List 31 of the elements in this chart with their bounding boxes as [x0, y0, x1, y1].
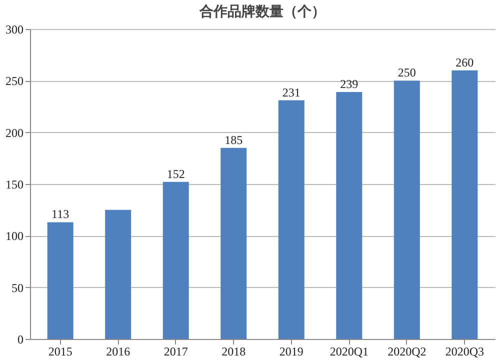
- bar: [278, 100, 304, 339]
- bar: [47, 222, 74, 339]
- x-tick-label: 2020Q1: [330, 344, 368, 358]
- bar: [105, 210, 132, 339]
- y-tick-label: 150: [6, 178, 24, 192]
- x-tick-label: 2015: [48, 344, 72, 358]
- y-tick-label: 300: [6, 22, 24, 36]
- x-tick-label: 2017: [164, 344, 188, 358]
- y-tick-label: 50: [12, 280, 24, 295]
- data-label: 185: [224, 132, 243, 147]
- x-tick-label: 2018: [222, 344, 246, 358]
- bar: [220, 148, 247, 339]
- bar: [162, 182, 189, 339]
- x-tick-label: 2020Q3: [445, 344, 484, 358]
- y-tick-label: 100: [6, 229, 24, 244]
- bar: [452, 70, 478, 339]
- data-label: 231: [282, 85, 300, 100]
- data-label: 239: [340, 77, 358, 92]
- data-label: 260: [456, 55, 474, 70]
- y-tick-label: 0: [18, 332, 24, 346]
- data-label: 113: [52, 207, 70, 222]
- chart-title: 合作品牌数量（个）: [198, 4, 326, 20]
- bar: [336, 92, 362, 339]
- y-tick-label: 200: [6, 126, 24, 140]
- bar: [394, 80, 420, 339]
- y-tick-label: 250: [6, 74, 24, 88]
- x-tick-label: 2019: [279, 344, 304, 358]
- x-tick-label: 2016: [106, 344, 130, 358]
- x-tick-label: 2020Q2: [388, 344, 426, 358]
- data-label: 152: [166, 166, 185, 181]
- data-label: 250: [398, 66, 416, 80]
